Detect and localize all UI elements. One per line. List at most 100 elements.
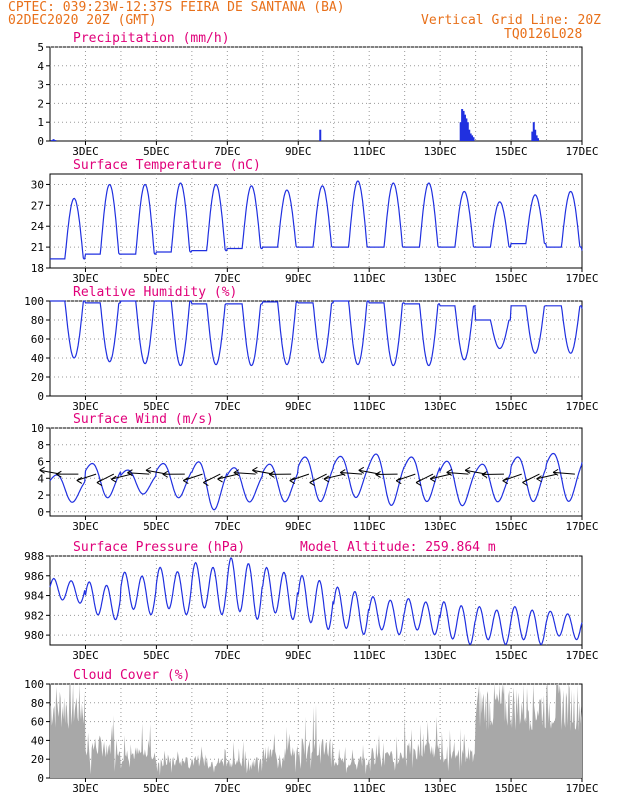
x-tick-label: 17DEC: [565, 400, 598, 413]
x-tick-label: 7DEC: [214, 145, 241, 158]
wind-arrowhead: [162, 470, 169, 475]
wind-arrowhead: [252, 466, 258, 471]
precip-bar: [468, 129, 471, 141]
x-tick-label: 9DEC: [285, 272, 312, 285]
wind-arrowhead: [127, 469, 133, 474]
wind-arrowhead: [183, 480, 189, 484]
wind-vector: [340, 472, 363, 475]
wind-arrowhead: [375, 471, 381, 475]
x-tick-label: 15DEC: [495, 520, 528, 533]
y-tick-label: 24: [31, 220, 45, 233]
wind-arrowhead: [183, 477, 189, 481]
x-tick-label: 11DEC: [353, 782, 386, 795]
y-tick-label: 986: [24, 570, 44, 583]
x-tick-label: 15DEC: [495, 400, 528, 413]
y-tick-label: 8: [37, 439, 44, 452]
wind-vector: [502, 473, 522, 482]
x-tick-label: 13DEC: [424, 649, 457, 662]
y-tick-label: 30: [31, 178, 44, 191]
x-tick-label: 9DEC: [285, 145, 312, 158]
wind-arrowhead: [76, 477, 83, 481]
x-tick-label: 13DEC: [424, 145, 457, 158]
wind-arrowhead: [289, 477, 296, 482]
wind-arrowhead: [358, 469, 365, 474]
wind-vector: [396, 473, 416, 482]
wind-arrowhead: [289, 480, 296, 485]
y-tick-label: 980: [24, 629, 44, 642]
x-tick-label: 15DEC: [495, 649, 528, 662]
panel-title-5: Surface Pressure (hPa): [73, 540, 245, 555]
wind-arrowhead: [39, 466, 45, 471]
x-tick-label: 3DEC: [72, 649, 99, 662]
wind-arrowhead: [96, 482, 103, 486]
wind-arrowhead: [145, 466, 152, 471]
wind-vector: [465, 469, 487, 475]
x-tick-label: 3DEC: [72, 520, 99, 533]
precip-bar: [461, 109, 464, 141]
wind-arrowhead: [76, 480, 83, 484]
x-tick-label: 11DEC: [353, 649, 386, 662]
series-line-5: [49, 556, 583, 646]
precip-bar: [532, 122, 535, 141]
panel-title-2: Surface Temperature (nC): [73, 158, 261, 173]
x-tick-label: 17DEC: [565, 520, 598, 533]
x-tick-label: 13DEC: [424, 782, 457, 795]
x-tick-label: 17DEC: [565, 272, 598, 285]
wind-arrowhead: [340, 472, 346, 476]
y-tick-label: 100: [24, 295, 44, 308]
wind-arrowhead: [309, 482, 315, 486]
wind-arrowhead: [233, 469, 240, 474]
y-tick-label: 4: [37, 60, 44, 73]
x-tick-label: 9DEC: [285, 520, 312, 533]
precip-bar: [472, 137, 475, 141]
y-tick-label: 10: [31, 422, 44, 435]
model-altitude-label: Model Altitude: 259.864 m: [300, 540, 496, 555]
x-tick-label: 9DEC: [285, 782, 312, 795]
wind-arrowhead: [415, 479, 422, 483]
x-tick-label: 3DEC: [72, 272, 99, 285]
panel-frame-2: [49, 173, 583, 269]
y-tick-label: 20: [31, 753, 44, 766]
x-tick-label: 3DEC: [72, 145, 99, 158]
wind-vector: [127, 472, 150, 475]
wind-arrowhead: [217, 475, 223, 480]
y-tick-label: 982: [24, 609, 44, 622]
y-tick-label: 1: [37, 116, 44, 129]
wind-vector: [289, 473, 310, 482]
panel-title-4: Surface Wind (m/s): [73, 412, 214, 427]
wind-arrowhead: [536, 475, 542, 480]
x-tick-label: 5DEC: [143, 520, 170, 533]
wind-arrowhead: [309, 479, 315, 483]
y-tick-label: 5: [37, 41, 44, 54]
wind-arrowhead: [522, 482, 528, 486]
precip-bar: [465, 118, 468, 141]
x-tick-label: 7DEC: [214, 649, 241, 662]
wind-arrowhead: [233, 472, 240, 477]
series-line-4: [49, 452, 583, 511]
precip-bar: [54, 140, 57, 141]
wind-arrowhead: [464, 466, 471, 471]
precip-bar: [535, 135, 538, 141]
x-tick-label: 5DEC: [143, 400, 170, 413]
wind-vector: [536, 473, 558, 480]
x-tick-label: 13DEC: [424, 400, 457, 413]
y-tick-label: 18: [31, 262, 44, 275]
y-tick-label: 0: [37, 506, 44, 519]
y-tick-label: 0: [37, 390, 44, 403]
wind-arrowhead: [481, 474, 488, 478]
wind-arrowhead: [110, 475, 117, 480]
x-tick-label: 3DEC: [72, 782, 99, 795]
x-tick-label: 15DEC: [495, 272, 528, 285]
x-tick-label: 15DEC: [495, 782, 528, 795]
precip-bar: [537, 138, 540, 141]
cloud-cover-area: [50, 684, 582, 778]
wind-arrowhead: [415, 482, 422, 486]
y-tick-label: 6: [37, 456, 44, 469]
y-tick-label: 60: [31, 333, 44, 346]
wind-arrowhead: [522, 479, 528, 483]
wind-arrowhead: [96, 479, 103, 483]
panel-frame-3: [49, 300, 583, 397]
x-tick-label: 5DEC: [143, 272, 170, 285]
y-tick-label: 988: [24, 550, 44, 563]
precip-bar: [469, 133, 472, 141]
